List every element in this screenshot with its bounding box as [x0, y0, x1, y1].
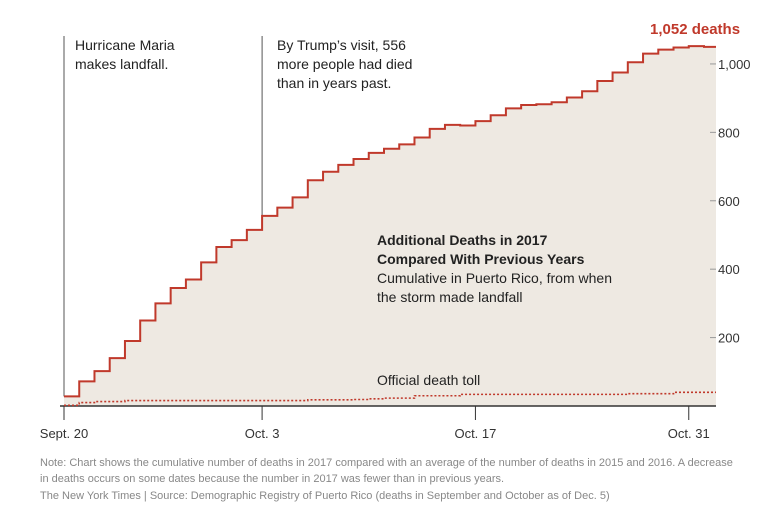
trump-visit-annotation: By Trump’s visit, 556 more people had di…	[277, 37, 413, 91]
x-tick-label: Oct. 17	[454, 426, 496, 441]
x-tick-label: Oct. 31	[668, 426, 710, 441]
chart-subtitle: Cumulative in Puerto Rico, from when the…	[377, 270, 612, 305]
landfall-annotation: Hurricane Maria makes landfall.	[75, 37, 175, 72]
cumulative-deaths-line	[64, 45, 716, 398]
cumulative-deaths-area	[64, 46, 716, 406]
y-tick-label: 600	[718, 194, 740, 209]
y-tick-label: 200	[718, 331, 740, 346]
y-tick-label: 1,000	[718, 57, 751, 72]
official-toll-label: Official death toll	[377, 372, 481, 388]
chart-title: Additional Deaths in 2017 Compared With …	[377, 232, 585, 267]
y-tick-label: 800	[718, 125, 740, 140]
x-tick-label: Sept. 20	[40, 426, 88, 441]
chart-note: Note: Chart shows the cumulative number …	[40, 457, 733, 485]
final-death-label: 1,052 deaths	[650, 21, 741, 38]
y-tick-label: 400	[718, 262, 740, 277]
chart-source: The New York Times | Source: Demographic…	[40, 490, 610, 502]
official-death-toll-line	[64, 391, 716, 407]
x-tick-label: Oct. 3	[245, 426, 280, 441]
death-toll-chart: 200 400 600 800 1,000 Sept. 20 Oct. 3 Oct. 17 Oc…	[40, 36, 751, 441]
